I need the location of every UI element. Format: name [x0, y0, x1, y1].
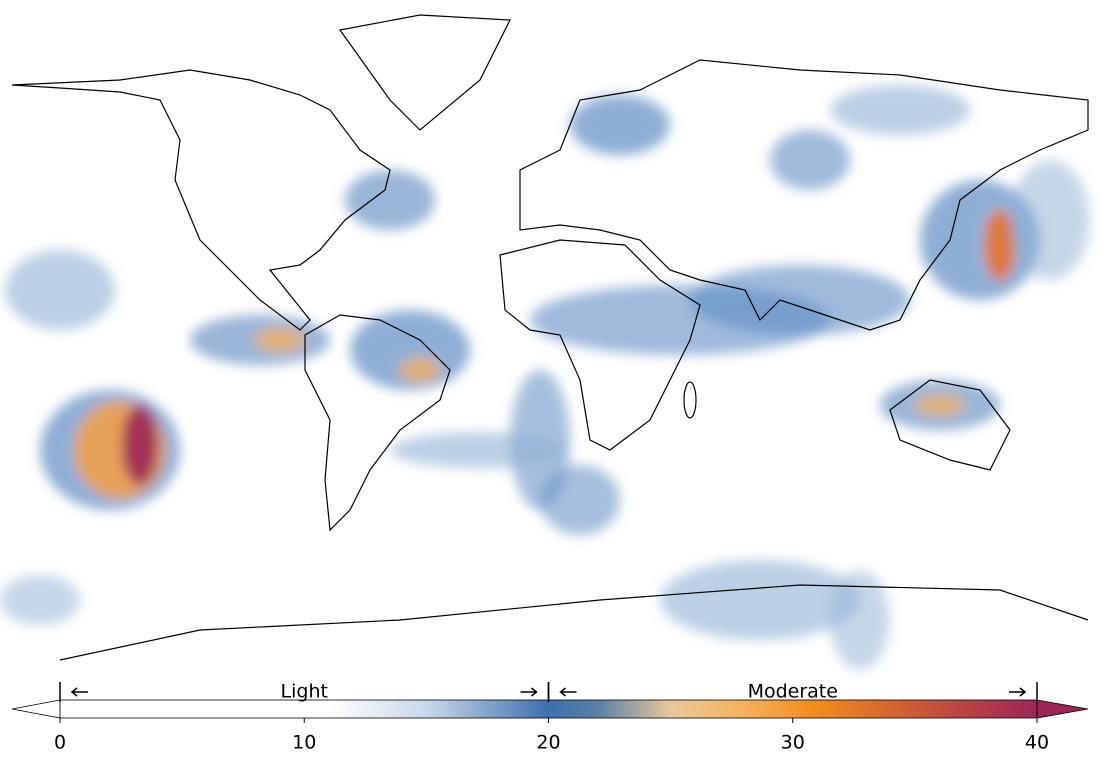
colorbar-tick-label: 20: [536, 732, 560, 754]
colorbar: 0 10 20 30 40 Light Moderate: [11, 681, 1089, 754]
colorbar-tick-label: 30: [781, 732, 805, 754]
colorbar-extend-low: [11, 699, 61, 719]
colorbar-gradient: [59, 699, 1038, 719]
colorbar-extend-high: [1036, 699, 1089, 719]
range-start-arrow: [559, 687, 577, 697]
precipitation: [0, 85, 1090, 670]
category-label: Light: [281, 681, 328, 703]
range-end-arrow: [520, 687, 538, 697]
colorbar-tick-label: 10: [292, 732, 316, 754]
range-start-arrow: [70, 687, 88, 697]
range-end-arrow: [1009, 687, 1027, 697]
colorbar-tick-label: 40: [1025, 732, 1049, 754]
map: [0, 10, 1090, 670]
coastlines: [11, 14, 1089, 661]
category-label: Moderate: [748, 681, 838, 703]
colorbar-tick-label: 0: [54, 732, 66, 754]
